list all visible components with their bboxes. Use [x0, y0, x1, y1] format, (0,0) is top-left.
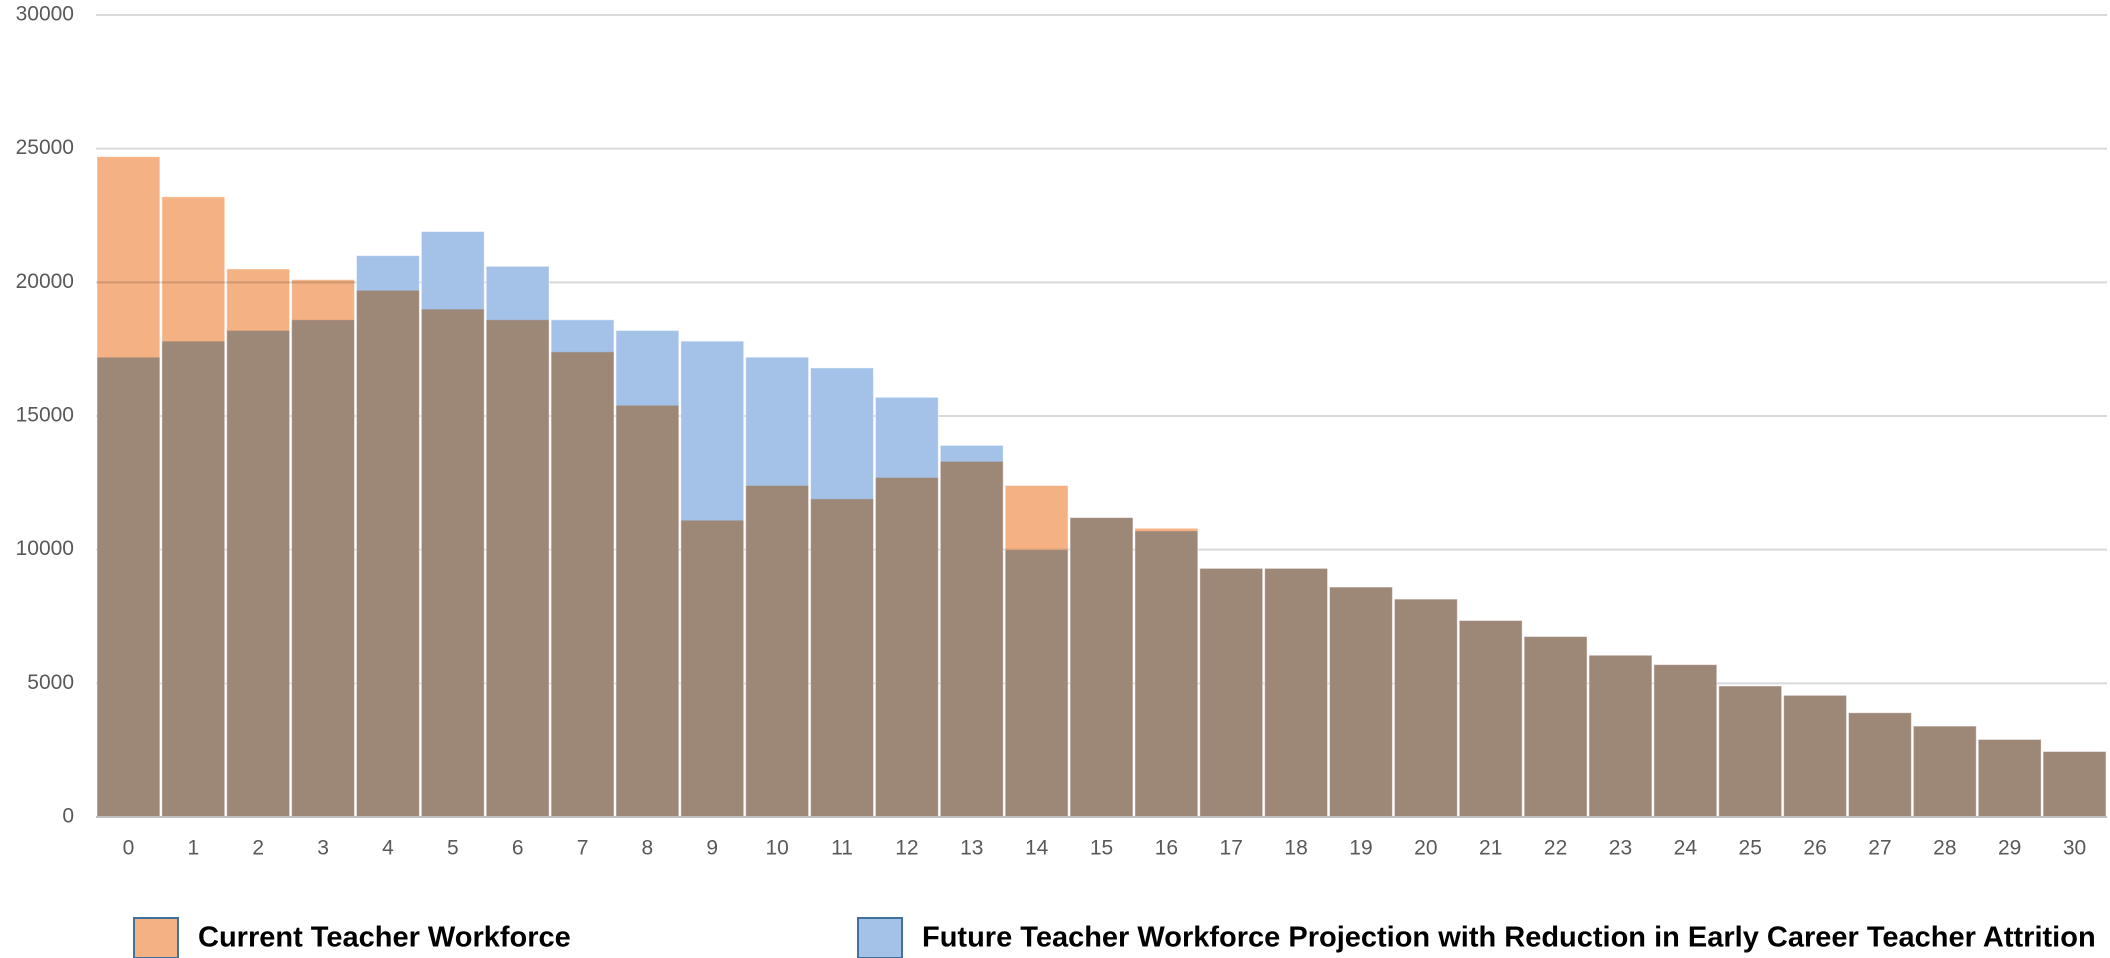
- bar: [1458, 620, 1523, 818]
- x-tick-label: 18: [1284, 837, 1307, 860]
- bar: [2042, 751, 2107, 818]
- x-tick-label: 16: [1155, 837, 1178, 860]
- bar: [96, 156, 161, 818]
- x-tick-label: 5: [447, 837, 459, 860]
- bar: [1264, 567, 1329, 818]
- x-tick-label: 23: [1609, 837, 1632, 860]
- x-tick-label: 30: [2063, 837, 2086, 860]
- x-tick-label: 25: [1739, 837, 1762, 860]
- x-tick-label: 15: [1090, 837, 1113, 860]
- bar: [1718, 685, 1783, 818]
- x-tick-label: 27: [1868, 837, 1891, 860]
- bar: [485, 319, 550, 818]
- bar: [1134, 527, 1199, 818]
- y-tick-label: 20000: [16, 270, 74, 293]
- y-tick-label: 0: [62, 805, 74, 828]
- x-tick-label: 7: [577, 837, 589, 860]
- x-tick-label: 8: [642, 837, 654, 860]
- x-tick-label: 2: [252, 837, 264, 860]
- bar: [939, 460, 1004, 818]
- bar: [1329, 586, 1393, 818]
- bar: [550, 351, 615, 818]
- x-tick-label: 28: [1933, 837, 1956, 860]
- bar: [1523, 636, 1588, 818]
- y-tick-label: 15000: [16, 404, 74, 427]
- x-tick-label: 17: [1220, 837, 1243, 860]
- bar: [615, 404, 680, 818]
- x-tick-label: 3: [317, 837, 329, 860]
- x-tick-label: 20: [1414, 837, 1437, 860]
- legend-label: Current Teacher Workforce: [198, 922, 571, 954]
- y-tick-label: 5000: [27, 671, 74, 694]
- bar: [420, 308, 485, 818]
- y-tick-label: 10000: [16, 537, 74, 560]
- bar: [1848, 712, 1912, 818]
- x-tick-label: 19: [1349, 837, 1372, 860]
- bar: [1393, 598, 1458, 818]
- bar: [1199, 567, 1264, 818]
- bar: [1912, 725, 1977, 818]
- x-tick-label: 11: [831, 837, 853, 860]
- bar: [226, 268, 291, 818]
- x-tick-label: 14: [1025, 837, 1049, 860]
- x-tick-label: 1: [187, 837, 199, 860]
- bar: [161, 196, 226, 818]
- bar: [1004, 485, 1069, 818]
- x-tick-label: 10: [765, 837, 788, 860]
- bar: [1977, 738, 2042, 818]
- bar: [874, 476, 939, 818]
- bar: [745, 485, 810, 818]
- bar: [1653, 664, 1718, 818]
- x-tick-label: 4: [382, 837, 394, 860]
- x-tick-label: 6: [512, 837, 524, 860]
- bar: [291, 279, 355, 818]
- x-tick-label: 22: [1544, 837, 1567, 860]
- bar: [1783, 694, 1848, 818]
- x-tick-label: 29: [1998, 837, 2021, 860]
- x-tick-label: 24: [1674, 837, 1698, 860]
- y-tick-label: 30000: [16, 3, 74, 26]
- x-tick-label: 13: [960, 837, 983, 860]
- x-tick-label: 12: [895, 837, 918, 860]
- bar: [1069, 517, 1134, 818]
- legend-swatch: [133, 917, 179, 958]
- x-tick-label: 26: [1803, 837, 1826, 860]
- x-tick-label: 21: [1479, 837, 1502, 860]
- bar: [355, 289, 420, 818]
- legend-swatch: [857, 917, 903, 958]
- x-tick-label: 0: [123, 837, 135, 860]
- y-tick-label: 25000: [16, 136, 74, 159]
- legend-label: Future Teacher Workforce Projection with…: [922, 922, 2096, 954]
- bar: [1588, 654, 1653, 818]
- bar: [680, 519, 745, 818]
- bar: [810, 498, 874, 818]
- x-tick-label: 9: [706, 837, 718, 860]
